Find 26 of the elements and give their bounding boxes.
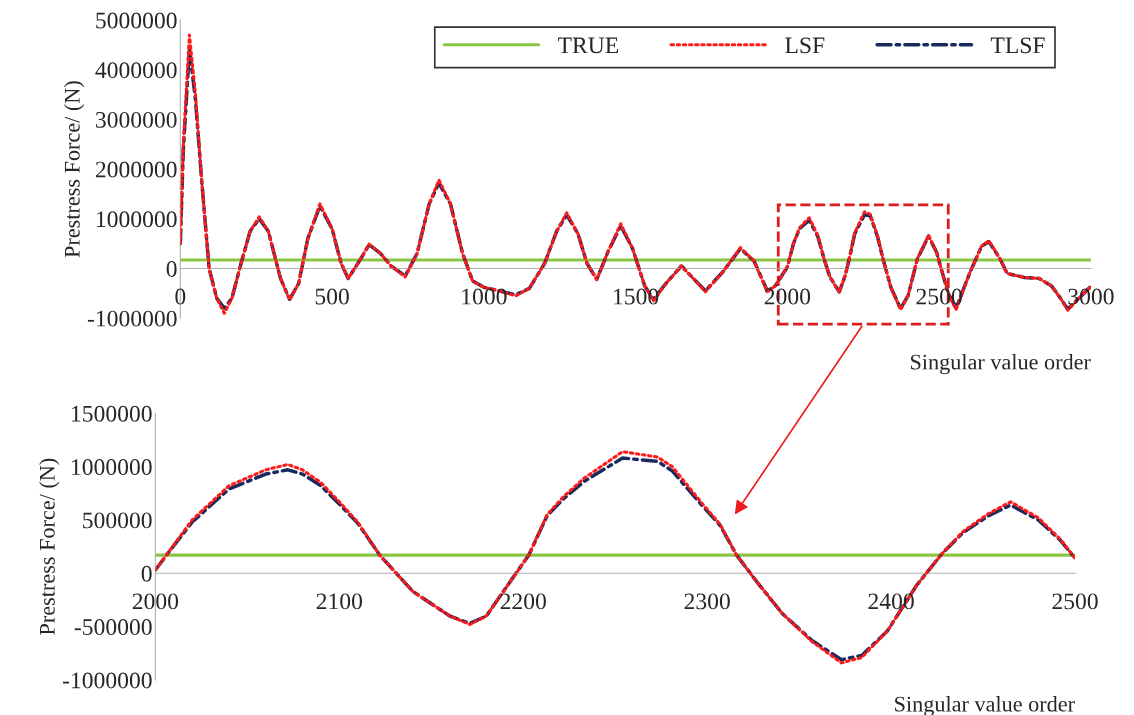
legend-label: TLSF [990,37,1045,54]
x-tick-label: 2000 [132,593,179,610]
x-tick-label: 2300 [684,593,730,610]
x-tick-label: 2500 [1052,593,1098,610]
y-tick-label: 1000000 [96,211,177,228]
legend-label: LSF [785,37,825,54]
y-tick-label: 3000000 [96,111,177,128]
y-tick-label: 1000000 [72,459,152,476]
y-tick-label: 2000000 [95,161,177,178]
y-axis-title: Prestress Force/ (N) [39,458,60,635]
y-tick-label: -500000 [74,619,152,636]
x-tick-label: 500 [315,288,349,305]
y-tick-label: 0 [166,260,177,277]
y-axis-title: Prestress Force/ (N) [64,81,85,258]
y-tick-label: 500000 [83,512,152,529]
y-tick-label: 0 [141,565,152,582]
y-tick-label: 5000000 [96,12,177,29]
legend-label: TRUE [557,37,619,54]
y-tick-label: 4000000 [95,62,177,79]
x-tick-label: 2200 [500,593,546,610]
y-tick-label: 1500000 [72,405,152,422]
y-tick-label: -1000000 [87,310,177,327]
x-axis-title: Singular value order [910,353,1091,375]
x-tick-label: 2100 [316,593,362,610]
y-tick-label: -1000000 [62,672,152,689]
x-tick-label: 1000 [462,288,507,305]
